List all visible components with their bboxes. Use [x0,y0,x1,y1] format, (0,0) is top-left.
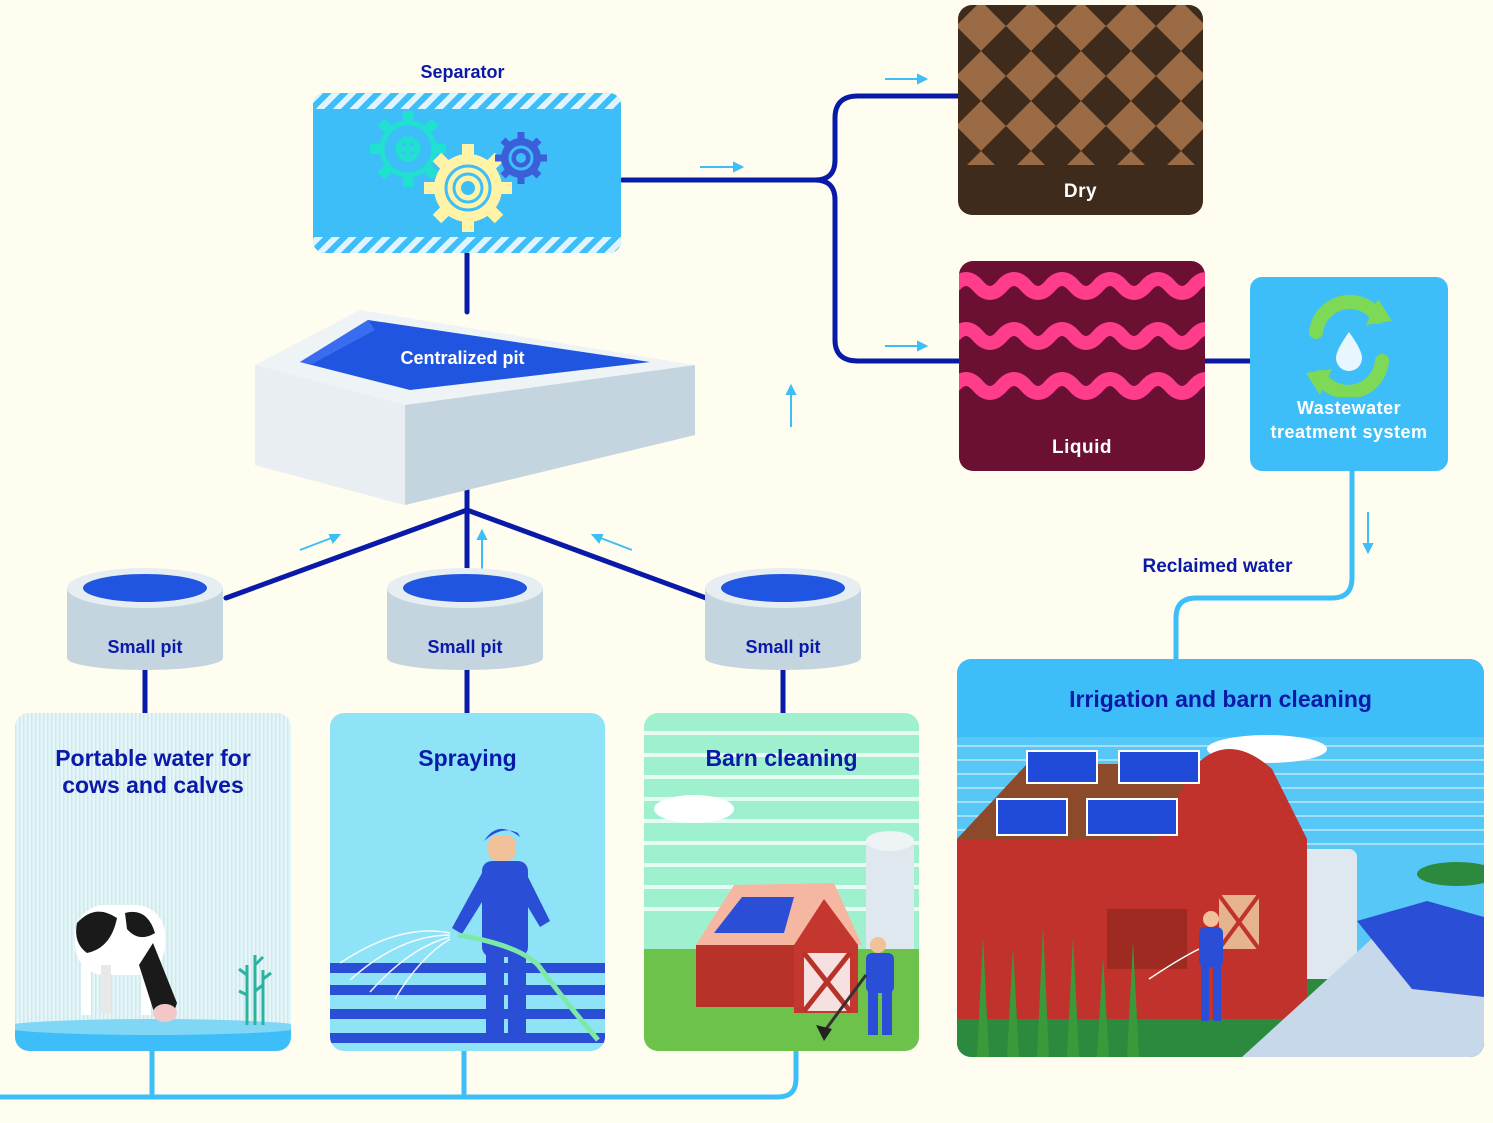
irrigation-title: Irrigation and barn cleaning [1069,686,1372,712]
small-pit-label-middle: Small pit [427,637,503,657]
flow-arrow-icon [476,528,488,570]
flow-arrow-icon [700,161,745,173]
bottom-return-line [0,1048,799,1100]
barn-cleaning-title: Barn cleaning [705,745,858,771]
small-pit-left [67,568,223,670]
small-pit-label-left: Small pit [107,637,183,657]
drinking-title-line1: Portable water for [55,745,251,771]
small-pit-label-right: Small pit [745,637,821,657]
junction-to-pit-right-line [464,507,709,601]
treatment-label-line1: Wastewater [1296,398,1402,418]
flow-arrow-icon [590,534,633,551]
barn-cleaning-tile: Barn cleaning [644,713,919,1051]
liquid-label: Liquid [1052,437,1112,458]
spraying-title: Spraying [418,745,517,771]
dry-output-box: Dry [958,5,1203,215]
separator [313,93,621,253]
reclaimed-water-label: Reclaimed water [1142,556,1293,577]
small-pit-middle [387,568,543,670]
treatment-label-line2: treatment system [1270,422,1428,442]
irrigation-tile: Irrigation and barn cleaning [957,659,1484,1057]
worker-spraying-illustration [330,828,605,1043]
dry-label: Dry [1063,181,1098,202]
flow-arrow-icon [885,73,929,85]
flow-arrow-icon [299,534,342,551]
separator-label: Separator [420,62,505,82]
treatment-to-irrigation-line [1173,468,1355,663]
branch-to-dry-line [812,93,961,183]
farm-irrigation-illustration [957,735,1484,1057]
liquid-waves [959,272,1205,400]
flow-arrow-icon [785,383,797,427]
centralized-pit [255,310,695,505]
wastewater-treatment-box: Wastewater treatment system [1250,277,1448,471]
pit-label: Centralized pit [400,348,525,368]
dry-pattern [958,5,1203,165]
branch-to-liquid-line [812,177,963,364]
recycle-water-icon [1306,294,1392,397]
drinking-water-tile: Portable water for cows and calves [15,713,291,1051]
spraying-tile: Spraying [330,713,605,1051]
liquid-output-box: Liquid [959,261,1205,471]
flow-arrow-icon [1362,512,1374,555]
gears-icon [370,111,547,232]
drinking-title-line2: cows and calves [62,772,244,798]
junction-to-pit-left-line [223,507,470,601]
barn-cleaning-illustration [644,731,919,1051]
cow-drinking-illustration [15,713,291,1051]
flow-arrow-icon [885,340,929,352]
small-pit-right [705,568,861,670]
